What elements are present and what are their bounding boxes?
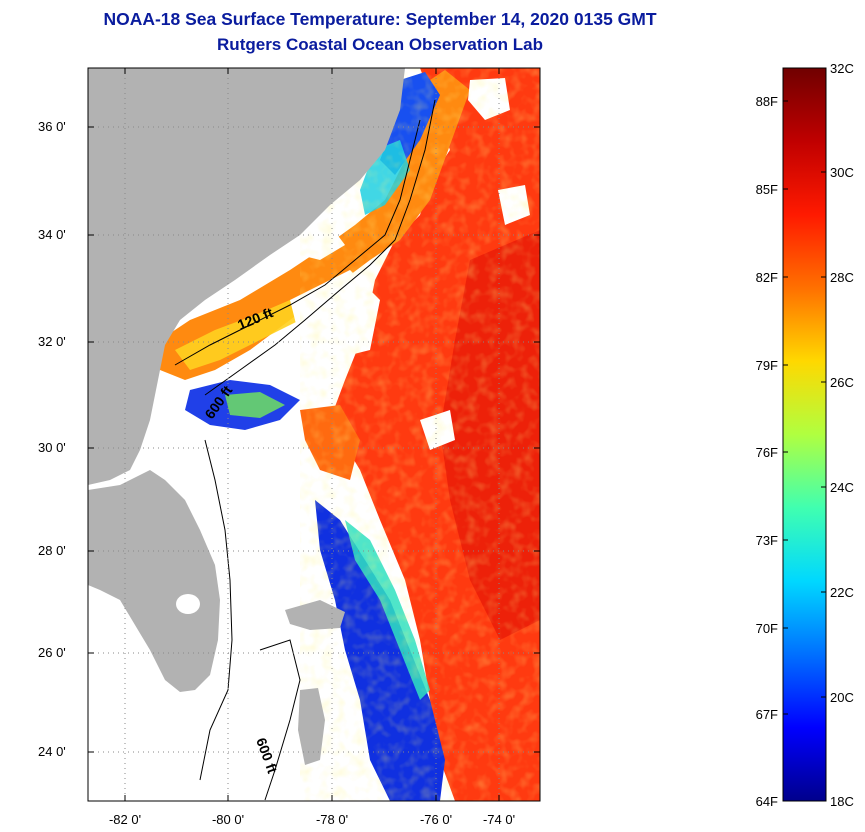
contour-600ft	[204, 99, 436, 396]
lat-label-30: 30 0'	[38, 440, 66, 455]
land-southeast-us	[88, 68, 405, 485]
axis-ticks	[88, 68, 540, 801]
map-panel	[88, 68, 540, 801]
colorbar	[783, 68, 826, 801]
lat-label-26: 26 0'	[38, 645, 66, 660]
lon-label-80: -80 0'	[212, 812, 244, 827]
colorbar-label-26c: 26C	[830, 375, 854, 390]
colorbar-label-67f: 67F	[756, 707, 778, 722]
lon-label-74: -74 0'	[483, 812, 515, 827]
lat-label-24: 24 0'	[38, 744, 66, 759]
land-florida	[88, 470, 220, 692]
colorbar-label-30c: 30C	[830, 165, 854, 180]
colorbar-label-24c: 24C	[830, 480, 854, 495]
colorbar-label-73f: 73F	[756, 533, 778, 548]
colorbar-label-64f: 64F	[756, 794, 778, 809]
map-frame	[87, 67, 541, 802]
lon-label-76: -76 0'	[420, 812, 452, 827]
map-subtitle: Rutgers Coastal Ocean Observation Lab	[217, 35, 543, 54]
colorbar-label-88f: 88F	[756, 94, 778, 109]
shelf-water-orange	[160, 70, 470, 380]
colorbar-label-28c: 28C	[830, 270, 854, 285]
lake-okeechobee	[176, 594, 200, 614]
colorbar-label-82f: 82F	[756, 270, 778, 285]
land-bahamas-andros	[298, 688, 325, 765]
colorbar-label-32c: 32C	[830, 61, 854, 76]
contour-600ft-bahamas	[259, 639, 301, 801]
contour-120ft	[174, 119, 421, 366]
colorbar-label-20c: 20C	[830, 690, 854, 705]
lon-label-78: -78 0'	[316, 812, 348, 827]
map-title: NOAA-18 Sea Surface Temperature: Septemb…	[103, 9, 657, 29]
contour-600ft-florida	[199, 439, 233, 781]
colorbar-ticks	[783, 100, 826, 715]
lon-label-82: -82 0'	[109, 812, 141, 827]
lat-label-28: 28 0'	[38, 543, 66, 558]
lat-label-34: 34 0'	[38, 227, 66, 242]
lat-label-36: 36 0'	[38, 119, 66, 134]
map-grid	[88, 68, 540, 801]
shelf-water-yellow	[175, 290, 320, 370]
colorbar-label-18c: 18C	[830, 794, 854, 809]
colorbar-label-76f: 76F	[756, 445, 778, 460]
colorbar-label-70f: 70F	[756, 621, 778, 636]
colorbar-label-85f: 85F	[756, 182, 778, 197]
lat-label-32: 32 0'	[38, 334, 66, 349]
colorbar-label-22c: 22C	[830, 585, 854, 600]
green-patch-georgia	[225, 392, 285, 418]
colorbar-label-79f: 79F	[756, 358, 778, 373]
colorbar-frame	[782, 67, 827, 802]
land-bahamas-grand	[285, 600, 345, 630]
